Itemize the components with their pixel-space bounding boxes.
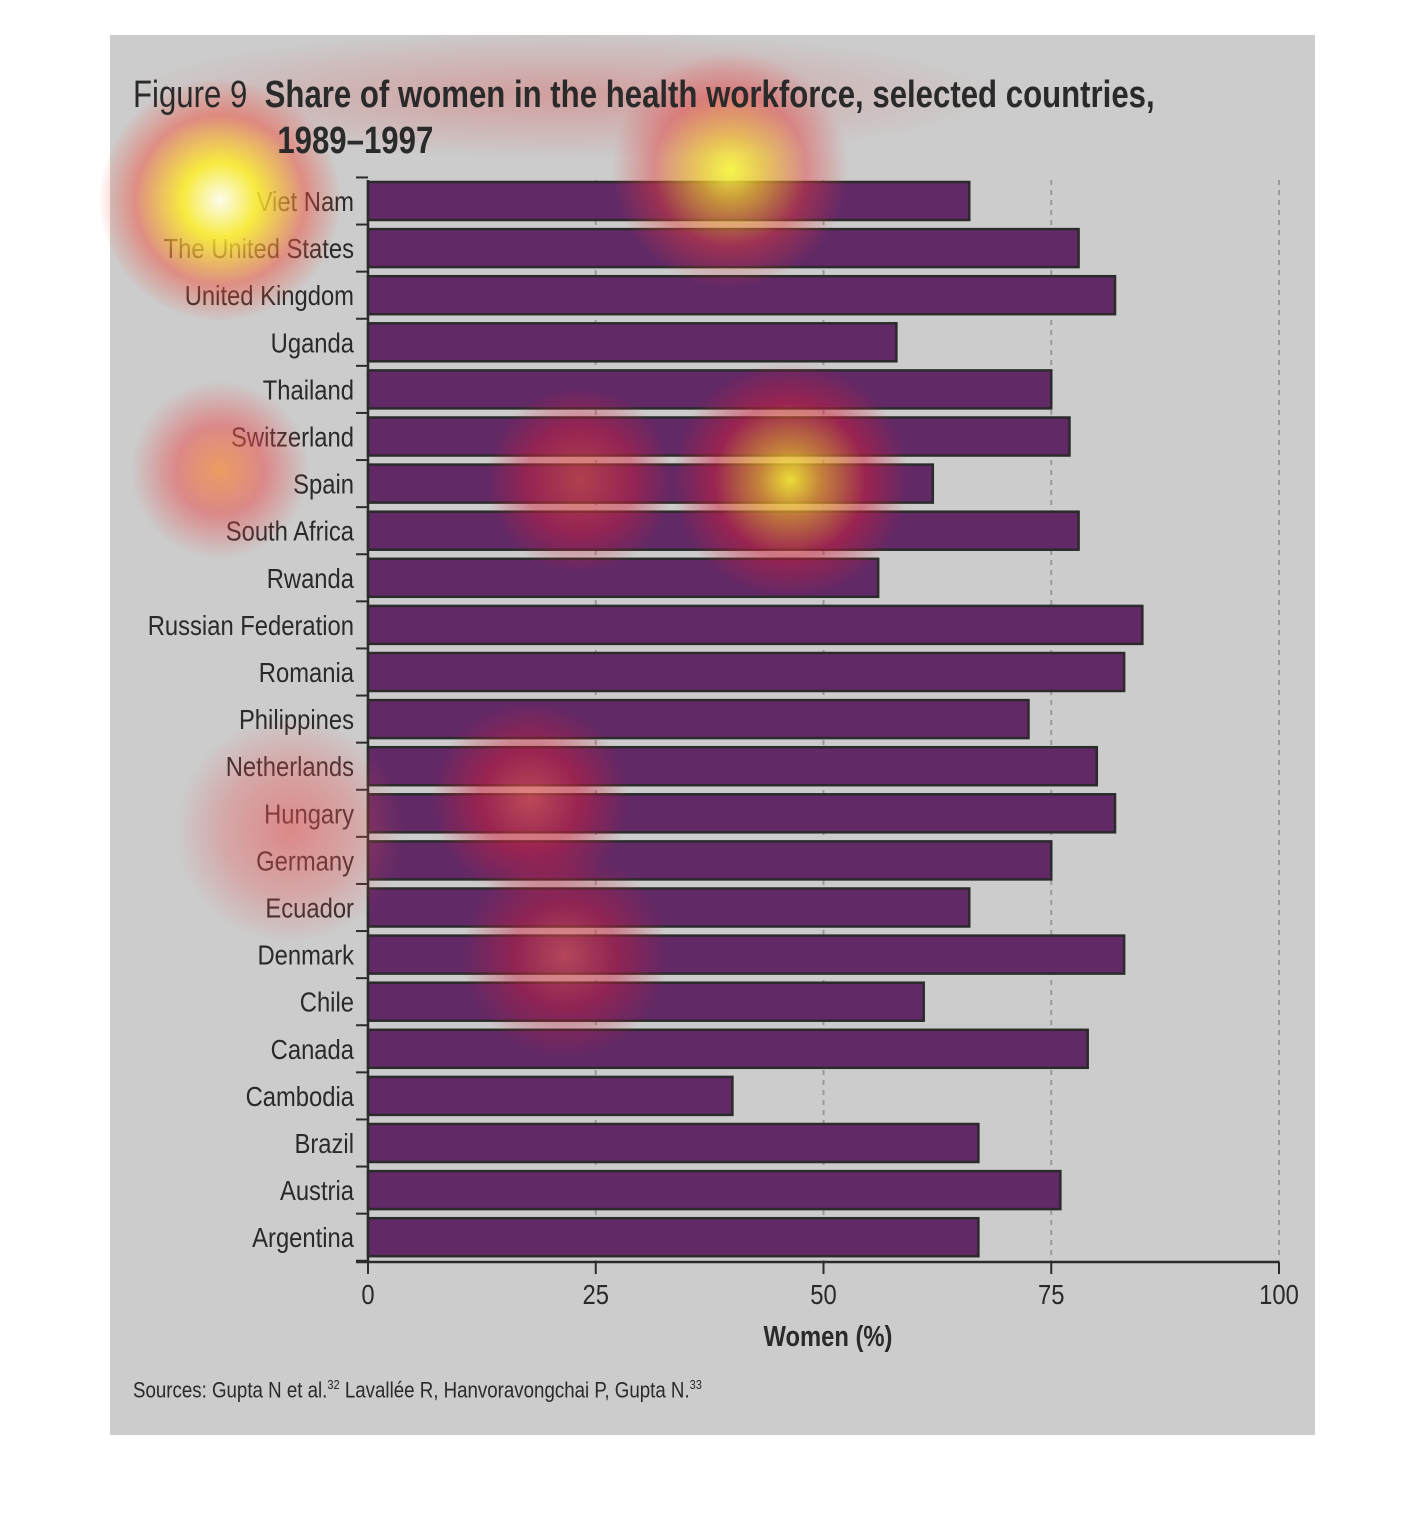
bar: [366, 274, 1117, 316]
bar: [366, 416, 1071, 457]
category-label: Netherlands: [226, 750, 354, 782]
x-axis-title: Women (%): [764, 1320, 893, 1353]
category-label: Germany: [256, 845, 354, 877]
figure-number: Figure 9: [133, 74, 248, 116]
category-label: Philippines: [239, 703, 354, 735]
bar: [366, 322, 898, 363]
x-tick-label: 50: [810, 1278, 836, 1310]
category-label: Spain: [293, 468, 354, 500]
category-label: Rwanda: [267, 562, 355, 594]
figure-title-line2: 1989–1997: [277, 120, 434, 162]
category-label: Denmark: [257, 939, 354, 971]
category-label: Canada: [271, 1033, 355, 1065]
category-label: Romania: [259, 656, 355, 688]
bars: [366, 180, 1144, 1258]
category-label: Argentina: [252, 1221, 354, 1253]
bar: [366, 1216, 980, 1258]
category-label: Hungary: [264, 797, 354, 829]
category-label: Chile: [300, 986, 354, 1018]
category-label: The United States: [164, 232, 354, 264]
category-label: Uganda: [271, 326, 355, 358]
bar: [366, 745, 1099, 787]
footnote-ref: 32: [327, 1377, 340, 1392]
bar: [366, 180, 971, 222]
category-label: United Kingdom: [185, 279, 354, 311]
bar: [366, 557, 880, 599]
bar: [366, 369, 1053, 410]
x-tick-label: 0: [361, 1278, 374, 1310]
category-label: Austria: [280, 1174, 355, 1206]
bar: [366, 463, 935, 504]
category-label: South Africa: [226, 515, 355, 547]
figure-title: Figure 9 Share of women in the health wo…: [133, 72, 1155, 164]
bar: [366, 604, 1144, 646]
bar: [366, 1028, 1089, 1070]
bar: [366, 840, 1053, 881]
x-tick-label: 25: [583, 1278, 609, 1310]
bar: [366, 227, 1080, 269]
bar: [366, 981, 925, 1022]
sources-text: Sources: Gupta N et al.: [133, 1377, 328, 1403]
x-tick-label: 75: [1038, 1278, 1064, 1310]
bar: [366, 698, 1030, 740]
category-label: Brazil: [295, 1127, 354, 1159]
category-label: Thailand: [263, 374, 354, 406]
category-label: Cambodia: [246, 1080, 355, 1112]
sources-note: Sources: Gupta N et al.32 Lavallée R, Ha…: [133, 1377, 702, 1403]
bar: [366, 1122, 980, 1164]
category-label: Ecuador: [265, 892, 354, 924]
category-label: Russian Federation: [148, 609, 354, 641]
bar: [366, 651, 1126, 693]
sources-text-2: Lavallée R, Hanvoravongchai P, Gupta N.: [339, 1377, 690, 1403]
category-labels: Viet Nam The United States United Kingdom U…: [148, 185, 355, 1254]
bar: [366, 510, 1080, 551]
category-label: Viet Nam: [257, 185, 354, 217]
x-tick-labels: 0 25 50 75 100: [361, 1278, 1298, 1310]
footnote-ref: 33: [689, 1377, 702, 1392]
bar: [366, 934, 1126, 975]
x-tick-label: 100: [1259, 1278, 1299, 1310]
category-label: Switzerland: [231, 421, 354, 453]
bar: [366, 1075, 734, 1117]
figure-title-line1: Share of women in the health workforce, …: [264, 74, 1155, 116]
bar: [366, 793, 1117, 834]
bar: [366, 887, 971, 928]
bar: [366, 1169, 1062, 1211]
